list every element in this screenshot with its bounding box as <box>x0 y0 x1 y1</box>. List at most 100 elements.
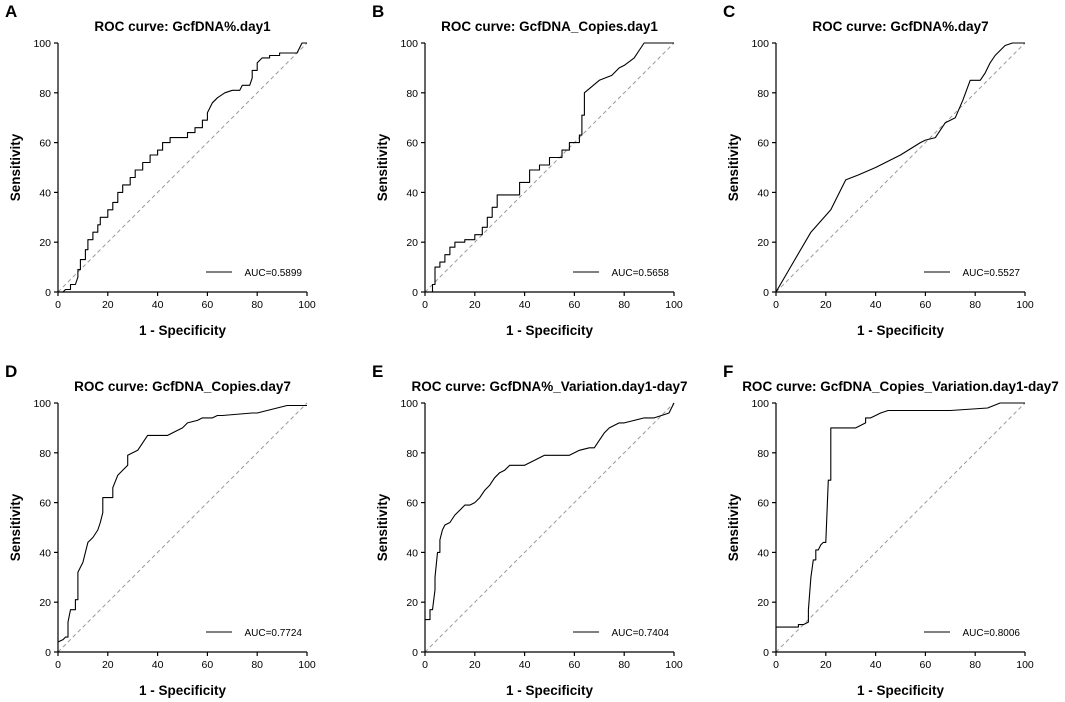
y-tick-label: 60 <box>39 498 51 510</box>
reference-diagonal-line <box>57 42 308 293</box>
x-tick-label: 100 <box>1016 659 1034 671</box>
x-tick-label: 0 <box>422 299 428 311</box>
x-tick-label: 20 <box>820 299 832 311</box>
panel-e: E ROC curve: GcfDNA%_Variation.day1-day7 0… <box>372 362 688 698</box>
y-tick-label: 40 <box>757 547 769 559</box>
legend-auc-label: AUC=0.7404 <box>611 628 669 639</box>
x-tick-label: 20 <box>469 299 481 311</box>
reference-diagonal-line <box>424 42 675 293</box>
y-axis-label: Sensitivity <box>375 493 390 561</box>
legend-auc-label: AUC=0.7724 <box>244 628 302 639</box>
x-tick-label: 80 <box>251 659 263 671</box>
panel-c: C ROC curve: GcfDNA%.day7 0 20 40 60 80 100 0 20 4… <box>723 2 1034 338</box>
panel-letter: E <box>372 362 383 381</box>
x-tick-label: 100 <box>298 659 316 671</box>
x-tick-label: 0 <box>422 659 428 671</box>
y-tick-label: 80 <box>757 88 769 100</box>
y-tick-label: 0 <box>763 647 769 659</box>
x-tick-label: 60 <box>569 659 581 671</box>
x-tick-label: 40 <box>519 659 531 671</box>
x-tick-label: 100 <box>665 659 683 671</box>
roc-curve-line <box>57 404 307 643</box>
x-tick-label: 0 <box>773 299 779 311</box>
reference-diagonal-line <box>775 402 1026 653</box>
y-tick-label: 0 <box>412 647 418 659</box>
y-tick-label: 80 <box>757 448 769 460</box>
x-axis-label: 1 - Specificity <box>857 683 945 698</box>
y-tick-label: 60 <box>406 498 418 510</box>
x-tick-label: 20 <box>469 659 481 671</box>
y-tick-label: 40 <box>406 547 418 559</box>
y-tick-label: 80 <box>39 448 51 460</box>
y-tick-label: 0 <box>763 287 769 299</box>
y-tick-label: 40 <box>406 187 418 199</box>
y-tick-label: 60 <box>757 498 769 510</box>
roc-curve-line <box>425 42 674 293</box>
panel-f: F ROC curve: GcfDNA_Copies_Variation.day1… <box>723 362 1059 698</box>
reference-diagonal-line <box>775 42 1026 293</box>
y-tick-label: 0 <box>412 287 418 299</box>
panel-a: A ROC curve: GcfDNA%.day1 0 20 40 60 80 100 0 20 4… <box>5 2 316 338</box>
y-tick-label: 100 <box>33 38 51 50</box>
chart-title: ROC curve: GcfDNA%_Variation.day1-day7 <box>411 379 687 394</box>
y-tick-label: 0 <box>45 647 51 659</box>
reference-diagonal-line <box>57 402 308 653</box>
x-tick-label: 80 <box>969 659 981 671</box>
x-tick-label: 40 <box>870 299 882 311</box>
x-tick-label: 20 <box>102 659 114 671</box>
y-tick-label: 80 <box>406 448 418 460</box>
y-tick-label: 100 <box>400 398 418 410</box>
legend-auc-label: AUC=0.5658 <box>611 268 669 279</box>
y-tick-label: 80 <box>39 88 51 100</box>
x-tick-label: 100 <box>665 299 683 311</box>
x-axis-label: 1 - Specificity <box>506 323 594 338</box>
chart-title: ROC curve: GcfDNA_Copies_Variation.day1-… <box>742 379 1059 394</box>
y-tick-label: 40 <box>757 187 769 199</box>
y-tick-label: 20 <box>757 597 769 609</box>
chart-title: ROC curve: GcfDNA%.day1 <box>94 19 271 34</box>
x-axis-label: 1 - Specificity <box>857 323 945 338</box>
y-tick-label: 100 <box>751 398 769 410</box>
legend-auc-label: AUC=0.5527 <box>962 268 1020 279</box>
y-tick-label: 20 <box>406 237 418 249</box>
x-tick-label: 80 <box>618 659 630 671</box>
x-tick-label: 60 <box>202 659 214 671</box>
x-tick-label: 40 <box>152 659 164 671</box>
chart-title: ROC curve: GcfDNA_Copies.day7 <box>74 379 291 394</box>
x-tick-label: 80 <box>618 299 630 311</box>
y-tick-label: 20 <box>39 597 51 609</box>
reference-diagonal-line <box>424 402 675 653</box>
x-tick-label: 100 <box>1016 299 1034 311</box>
y-tick-label: 40 <box>39 547 51 559</box>
x-axis-label: 1 - Specificity <box>139 683 227 698</box>
x-tick-label: 0 <box>55 659 61 671</box>
panel-letter: F <box>723 362 733 381</box>
y-axis-label: Sensitivity <box>375 133 390 201</box>
panel-letter: C <box>723 2 735 21</box>
y-tick-label: 40 <box>39 187 51 199</box>
chart-title: ROC curve: GcfDNA_Copies.day1 <box>441 19 658 34</box>
roc-curve-line <box>58 42 307 293</box>
y-axis-label: Sensitivity <box>8 493 23 561</box>
legend-auc-label: AUC=0.5899 <box>244 268 302 279</box>
x-tick-label: 0 <box>55 299 61 311</box>
y-axis-label: Sensitivity <box>726 493 741 561</box>
y-tick-label: 60 <box>39 138 51 150</box>
panel-letter: D <box>5 362 17 381</box>
y-tick-label: 20 <box>757 237 769 249</box>
x-tick-label: 60 <box>202 299 214 311</box>
panel-letter: A <box>5 2 17 21</box>
x-tick-label: 60 <box>920 659 932 671</box>
y-tick-label: 20 <box>406 597 418 609</box>
x-tick-label: 60 <box>569 299 581 311</box>
y-tick-label: 0 <box>45 287 51 299</box>
x-tick-label: 40 <box>519 299 531 311</box>
x-tick-label: 60 <box>920 299 932 311</box>
roc-curve-line <box>776 402 1025 628</box>
x-tick-label: 20 <box>102 299 114 311</box>
panel-d: D ROC curve: GcfDNA_Copies.day7 0 20 40 60 80 1… <box>5 362 316 698</box>
x-tick-label: 100 <box>298 299 316 311</box>
roc-curve-line <box>775 42 1025 293</box>
x-tick-label: 40 <box>870 659 882 671</box>
y-tick-label: 100 <box>751 38 769 50</box>
